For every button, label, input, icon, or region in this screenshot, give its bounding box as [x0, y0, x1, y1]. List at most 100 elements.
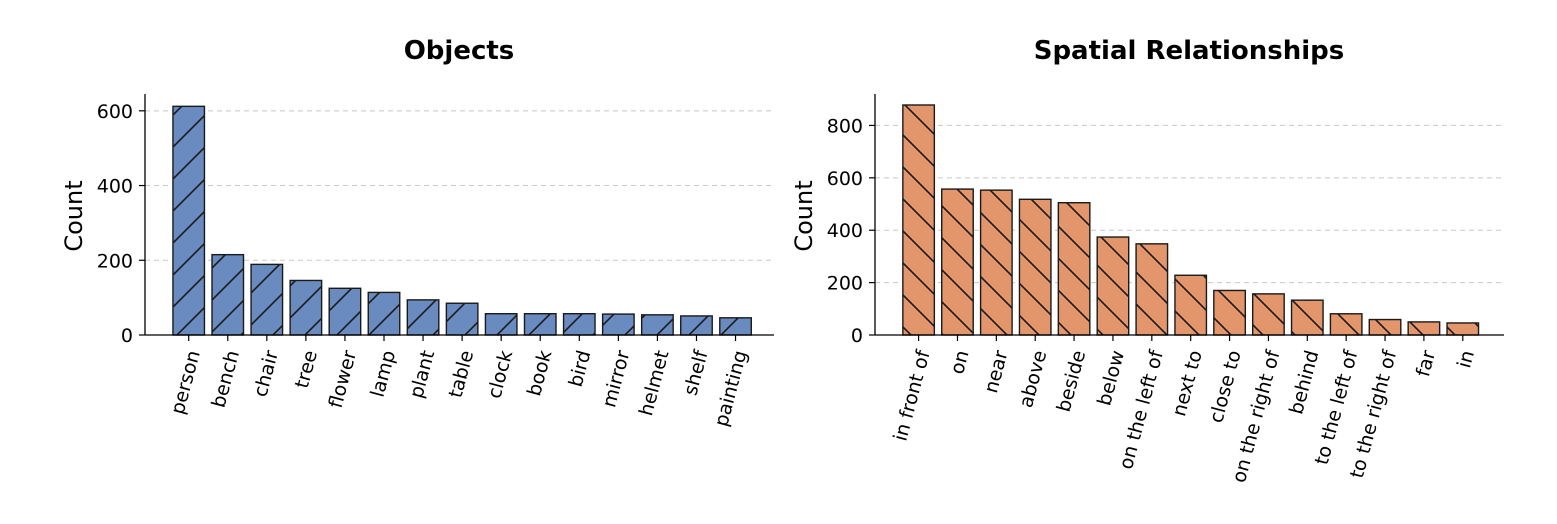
chart-title: Objects [404, 36, 515, 66]
y-tick-label: 400 [97, 176, 133, 198]
bar-hatch [1407, 321, 1441, 336]
x-tick-label: tree [291, 348, 322, 391]
bar-hatch [1057, 202, 1091, 336]
x-tick-label: mirror [598, 348, 634, 410]
x-tick-label: painting [710, 348, 751, 429]
x-tick-label: clock [483, 348, 517, 401]
bar-hatch [328, 287, 362, 336]
x-tick-label: on [946, 348, 973, 377]
bars [902, 104, 1480, 336]
bar [979, 189, 1013, 336]
x-tick-label: helmet [635, 348, 674, 418]
bar [1096, 236, 1130, 336]
x-tick-label: far [1412, 348, 1440, 379]
gridlines [875, 124, 1504, 284]
y-tick-label: 200 [97, 250, 133, 272]
bar-hatch [1135, 243, 1169, 336]
x-tick-label: flower [325, 348, 361, 411]
x-tick-label: shelf [680, 347, 713, 398]
x-tick-label: bench [208, 348, 244, 410]
gridlines [145, 110, 774, 261]
axes [144, 94, 774, 336]
bar-hatch [719, 317, 752, 336]
bar [523, 313, 557, 336]
bar [1446, 322, 1480, 336]
x-tick-label: near [980, 348, 1012, 396]
x-tick-label: close to [1205, 348, 1245, 425]
bar [1251, 293, 1285, 336]
bar-hatch [1096, 236, 1130, 336]
bar [367, 291, 401, 336]
bar [1135, 243, 1169, 336]
y-axis-label: Count [60, 180, 88, 251]
bar-hatch [1446, 322, 1480, 336]
bar [1174, 274, 1208, 336]
x-tick-label: lamp [367, 348, 401, 400]
bar-hatch [1251, 293, 1285, 336]
bar-hatch [406, 299, 440, 336]
bar [172, 105, 206, 336]
bar-hatch [640, 314, 674, 336]
x-tick-label: beside [1053, 348, 1090, 414]
bar-hatch [1329, 313, 1363, 336]
bar-hatch [484, 313, 518, 336]
x-tick-label: chair [249, 348, 283, 399]
x-tick-labels: person bench chair tree flower lamp plant table… [167, 335, 752, 429]
bar [250, 263, 284, 336]
x-tick-label: bird [565, 348, 596, 389]
y-tick-label: 0 [121, 325, 133, 347]
chart-title: Spatial Relationships [1034, 36, 1345, 66]
y-tick-label: 400 [827, 220, 863, 242]
x-tick-label: table [445, 348, 479, 400]
bar [1368, 318, 1402, 336]
bar-hatch [289, 279, 323, 336]
y-tick-label: 200 [827, 273, 863, 295]
x-tick-label: book [523, 348, 556, 398]
bar [289, 279, 323, 336]
y-tick-label: 800 [827, 115, 863, 137]
x-tick-label: in [1453, 348, 1479, 370]
bar-hatch [941, 188, 974, 336]
y-ticks: 0 200 400 600 800 [827, 115, 875, 347]
y-tick-label: 600 [827, 168, 863, 190]
y-tick-label: 600 [97, 101, 133, 123]
bar-hatch [250, 263, 284, 336]
bar [328, 287, 362, 336]
x-tick-label: in front of [889, 347, 935, 444]
bar-hatch [1368, 318, 1402, 336]
y-ticks: 0 200 400 600 [97, 101, 145, 347]
axes [874, 94, 1504, 336]
bar-hatch [1018, 198, 1052, 336]
bar-hatch [902, 104, 936, 336]
bar-hatch [172, 105, 206, 336]
x-tick-label: person [167, 348, 205, 417]
bar [1407, 321, 1441, 336]
bar [601, 313, 635, 336]
bar-hatch [680, 315, 713, 336]
bar-hatch [979, 189, 1013, 336]
bar [484, 313, 518, 336]
bars [172, 105, 752, 336]
bar [211, 253, 245, 336]
bar [1018, 198, 1052, 336]
y-tick-label: 0 [851, 325, 863, 347]
bar [680, 315, 713, 336]
x-tick-label: plant [405, 348, 439, 401]
bar-hatch [562, 313, 596, 336]
x-tick-label: behind [1285, 348, 1323, 417]
bar [719, 317, 752, 336]
bar-hatch [367, 291, 401, 336]
x-tick-label: below [1093, 348, 1129, 408]
bar [1057, 202, 1091, 336]
bar [902, 104, 936, 336]
x-tick-label: above [1015, 348, 1051, 410]
spatial-relationships-chart: Spatial Relationships Count 0 200 400 600 80… [790, 36, 1504, 485]
x-tick-label: next to [1168, 348, 1207, 419]
objects-chart: Objects Count 0 200 400 600 person bench chai… [60, 36, 774, 429]
bar-hatch [1290, 299, 1324, 336]
bar [445, 302, 479, 336]
bar [1213, 289, 1247, 336]
bar-hatch [211, 253, 245, 336]
